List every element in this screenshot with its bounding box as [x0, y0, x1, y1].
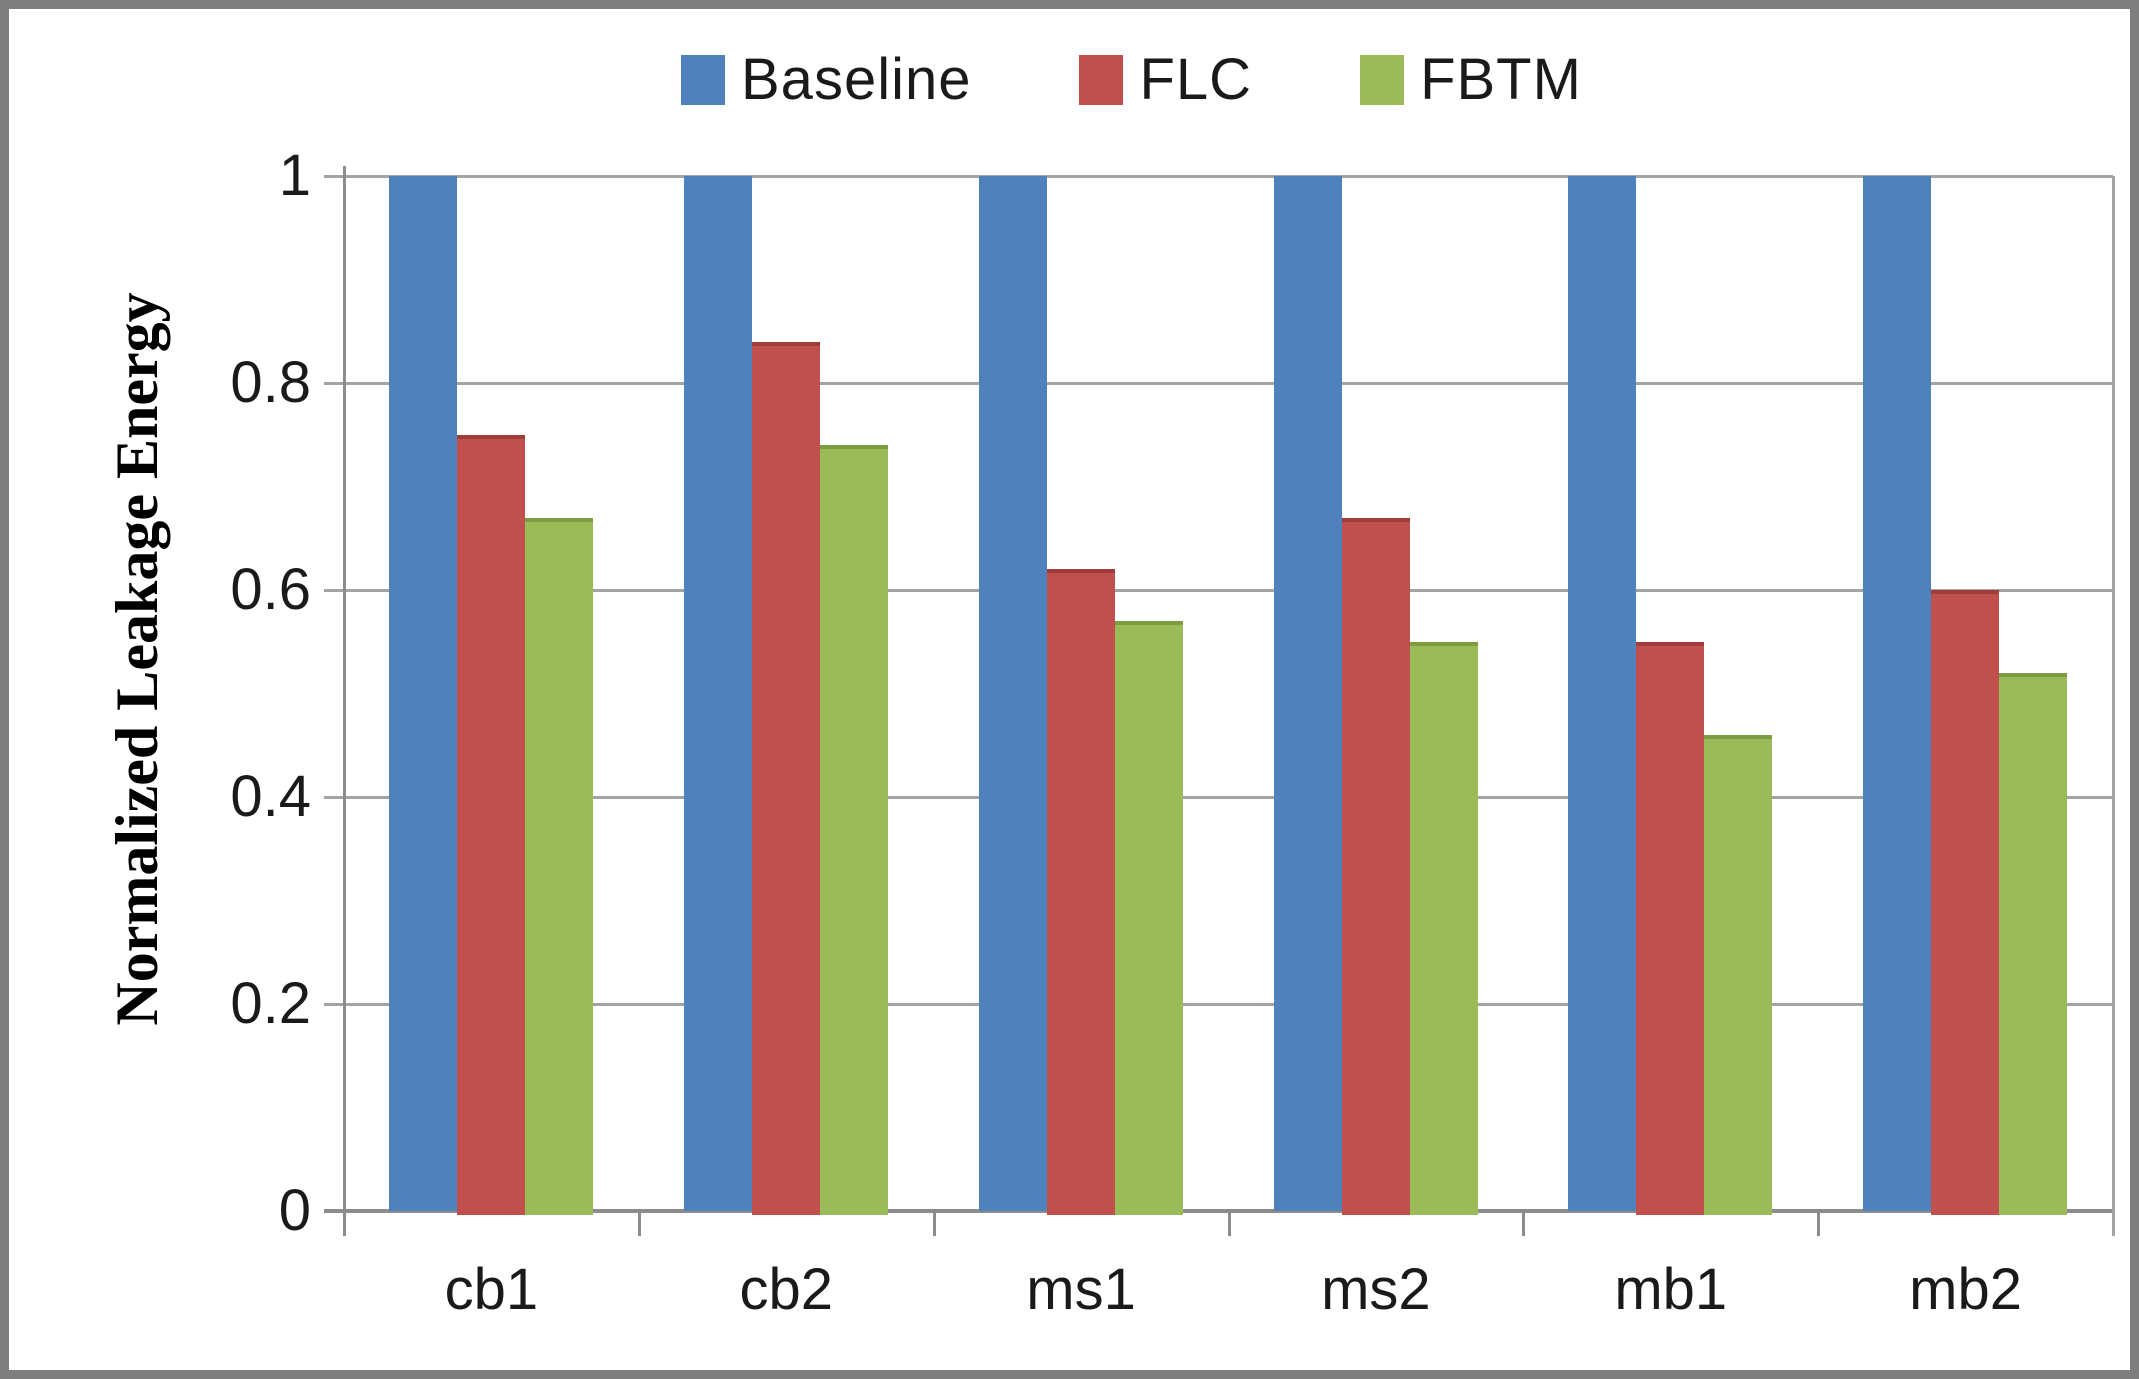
bar-flc-cb2: [751, 341, 820, 1215]
bar-flc-mb2: [1931, 590, 2000, 1215]
x-tick-label: cb1: [444, 1257, 539, 1322]
plot-right-border: [2112, 176, 2115, 1236]
x-tick-label: ms2: [1321, 1257, 1431, 1322]
y-gridline: [324, 796, 2113, 799]
legend-marker-fbtm: [1360, 55, 1405, 105]
x-tick-label: ms1: [1026, 1257, 1136, 1322]
x-axis-tick: [1817, 1211, 1821, 1236]
y-gridline: [324, 1003, 2113, 1006]
legend-label: FBTM: [1420, 47, 1582, 112]
bar-fbtm-cb2: [819, 445, 888, 1215]
x-tick-label: mb2: [1909, 1257, 2022, 1322]
bar-fbtm-cb1: [525, 517, 593, 1215]
bar-baseline-cb1: [389, 176, 457, 1211]
bar-fbtm-ms1: [1114, 621, 1183, 1215]
bar-flc-mb1: [1636, 641, 1705, 1215]
legend-label: FLC: [1139, 47, 1253, 112]
bar-baseline-ms2: [1273, 176, 1342, 1211]
y-axis-line: [343, 166, 346, 1236]
legend-marker-baseline: [681, 55, 725, 105]
bar-fbtm-mb2: [1999, 672, 2068, 1215]
bar-baseline-mb1: [1568, 176, 1637, 1211]
y-gridline: [324, 175, 2113, 178]
bar-flc-ms1: [1046, 569, 1115, 1215]
legend-item-baseline: Baseline: [681, 51, 971, 109]
bar-fbtm-ms2: [1409, 641, 1478, 1215]
bar-flc-cb1: [457, 434, 525, 1215]
bar-chart: Normalized Leakage Energy Baseline FLC FBT…: [9, 9, 2130, 1370]
bar-baseline-cb2: [683, 176, 752, 1211]
legend-label: Baseline: [741, 47, 972, 112]
bar-fbtm-mb1: [1704, 734, 1773, 1215]
x-axis-tick: [637, 1211, 641, 1236]
chart-legend: Baseline FLC FBTM: [681, 51, 1582, 109]
y-tick-label: 0.6: [230, 557, 311, 622]
x-axis-tick: [1227, 1211, 1231, 1236]
y-tick-label: 0.4: [230, 764, 311, 829]
bar-baseline-mb2: [1863, 176, 1932, 1211]
legend-item-fbtm: FBTM: [1360, 51, 1582, 109]
y-gridline: [324, 589, 2113, 592]
y-tick-label: 0.8: [230, 350, 311, 415]
y-tick-label: 1: [278, 143, 311, 208]
bar-baseline-ms1: [978, 176, 1047, 1211]
x-tick-label: mb1: [1614, 1257, 1728, 1322]
x-tick-label: cb2: [739, 1257, 833, 1322]
legend-item-flc: FLC: [1079, 51, 1252, 109]
y-tick-label: 0.2: [230, 971, 311, 1036]
legend-marker-flc: [1079, 55, 1124, 105]
x-axis-tick: [1522, 1211, 1526, 1236]
x-axis-line: [324, 1209, 2113, 1213]
y-tick-label: 0: [278, 1178, 311, 1243]
y-gridline: [324, 382, 2113, 385]
bar-flc-ms2: [1341, 517, 1410, 1215]
x-axis-tick: [932, 1211, 936, 1236]
